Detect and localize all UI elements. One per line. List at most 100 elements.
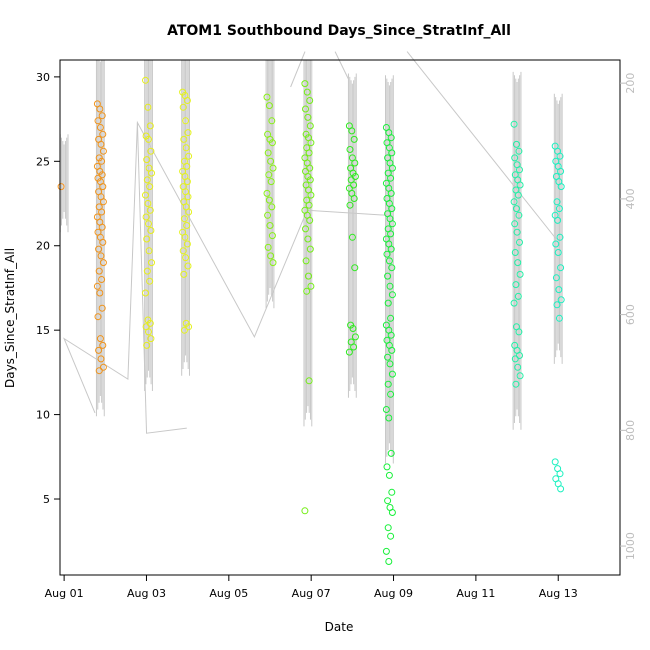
data-point (144, 200, 152, 207)
data-point (180, 215, 188, 223)
data-point (556, 470, 564, 478)
data-point (183, 162, 191, 170)
data-point (146, 277, 154, 285)
secondary-y-axis: 200 400 600 800 1000 (620, 73, 637, 560)
data-point (185, 208, 193, 216)
x-tick-label: Aug 03 (127, 587, 166, 600)
data-point (516, 181, 524, 189)
data-point (57, 183, 65, 191)
data-point (142, 191, 149, 199)
data-point (306, 176, 314, 184)
data-point (98, 304, 106, 312)
data-point (145, 328, 152, 336)
data-point (557, 296, 565, 304)
data-point (142, 76, 149, 84)
data-point (265, 102, 273, 110)
transect-connector (63, 120, 388, 414)
data-point (383, 250, 391, 258)
data-point (346, 146, 354, 153)
data-point (269, 259, 277, 267)
data-point (350, 195, 358, 202)
data-point (146, 319, 154, 327)
data-point (384, 272, 392, 280)
data-point (143, 341, 151, 349)
data-point (97, 355, 105, 363)
data-point (513, 140, 520, 148)
data-point (555, 286, 563, 294)
data-point (388, 346, 396, 354)
data-point (513, 228, 521, 236)
data-point (386, 360, 394, 368)
data-point (387, 189, 395, 197)
data-point (302, 225, 309, 233)
data-point (514, 363, 522, 371)
data-point (95, 267, 103, 275)
data-point (185, 152, 193, 160)
data-point (382, 547, 390, 555)
data-point (384, 353, 392, 361)
data-point (388, 220, 396, 228)
data-point (184, 193, 192, 201)
data-point (387, 331, 395, 339)
data-point (147, 335, 155, 343)
data-point (145, 135, 152, 143)
data-point (305, 201, 313, 209)
data-point (555, 205, 563, 213)
data-point (515, 328, 523, 336)
data-point (268, 232, 276, 240)
data-point (99, 341, 107, 349)
data-point (384, 380, 392, 388)
data-point (351, 264, 359, 272)
data-point (99, 130, 107, 138)
data-point (387, 174, 395, 182)
data-point (182, 144, 190, 152)
data-point (144, 103, 152, 111)
data-point (388, 509, 396, 516)
data-point (307, 191, 315, 199)
y-tick-label: 10 (36, 409, 50, 422)
data-point (145, 247, 153, 255)
data-point (147, 227, 155, 234)
data-point (263, 93, 271, 101)
data-point (269, 164, 277, 172)
data-point (98, 157, 106, 165)
data-point (552, 274, 560, 282)
data-point (142, 213, 150, 221)
data-point (515, 211, 523, 219)
x-axis-label: Date (325, 620, 354, 634)
data-point (94, 313, 102, 321)
x-tick-label: Aug 01 (45, 587, 84, 600)
data-point (264, 149, 272, 157)
data-point (351, 173, 359, 180)
data-point (516, 372, 524, 380)
data-point (267, 178, 275, 186)
data-point (346, 201, 354, 209)
x-tick-label: Aug 11 (456, 587, 495, 600)
data-point (99, 259, 107, 267)
data-point (142, 289, 149, 297)
data-point (96, 289, 104, 297)
data-point (556, 233, 564, 241)
data-point (307, 282, 315, 290)
y-tick-label: 5 (43, 493, 50, 506)
data-point (388, 370, 396, 378)
data-point (553, 198, 561, 206)
data-point (263, 189, 271, 197)
data-point (95, 367, 103, 375)
data-point (350, 135, 358, 143)
data-point (268, 203, 276, 211)
transect-connector (290, 51, 306, 88)
data-point (553, 301, 561, 309)
y-axis: 5 10 15 20 25 30 (36, 71, 60, 506)
y-tick-label: 20 (36, 240, 50, 253)
data-point (516, 166, 523, 174)
data-point (351, 333, 359, 341)
data-point (388, 205, 396, 213)
data-point (554, 249, 562, 256)
x-axis: Aug 01 Aug 03 Aug 05 Aug 07 Aug 09 Aug 11 Aug … (45, 575, 578, 600)
data-point (264, 243, 272, 251)
x-tick-label: Aug 13 (539, 587, 578, 600)
data-point (306, 164, 314, 172)
data-point (513, 205, 520, 213)
data-point (388, 291, 396, 299)
